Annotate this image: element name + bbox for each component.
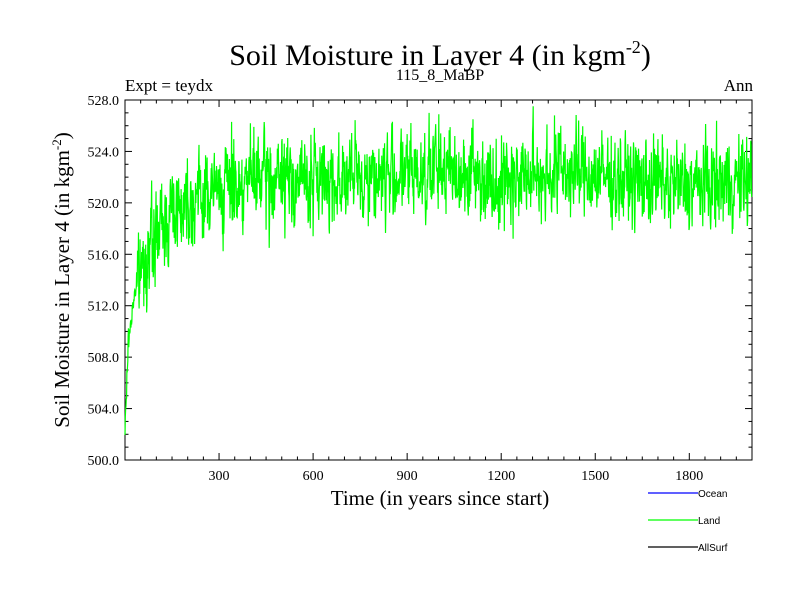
subtitle-left: Expt = teydx bbox=[125, 76, 213, 95]
y-axis-label-main: Soil Moisture in Layer 4 (in kgm bbox=[50, 150, 74, 428]
y-axis-label: Soil Moisture in Layer 4 (in kgm-2) bbox=[49, 132, 74, 427]
subtitle-right: Ann bbox=[724, 76, 754, 95]
legend-label-land: Land bbox=[698, 516, 720, 527]
y-tick-label: 520.0 bbox=[88, 197, 120, 212]
legend-label-ocean: Ocean bbox=[698, 489, 727, 500]
x-axis-label: Time (in years since start) bbox=[331, 486, 550, 510]
chart-title: Soil Moisture in Layer 4 (in kgm-2) bbox=[229, 37, 651, 72]
y-tick-label: 504.0 bbox=[88, 403, 120, 418]
x-tick-label: 900 bbox=[397, 469, 418, 484]
y-tick-label: 528.0 bbox=[88, 94, 120, 109]
chart-title-close: ) bbox=[641, 39, 651, 72]
y-tick-label: 508.0 bbox=[88, 351, 120, 366]
y-axis-label-close: ) bbox=[50, 132, 74, 139]
chart-title-sup: -2 bbox=[626, 37, 641, 57]
chart-title-main: Soil Moisture in Layer 4 (in kgm bbox=[229, 39, 626, 72]
series-line-land bbox=[124, 106, 753, 436]
x-tick-label: 300 bbox=[209, 469, 230, 484]
subtitle-center: 115_8_MaBP bbox=[396, 67, 484, 84]
series-group bbox=[124, 106, 753, 436]
y-tick-label: 524.0 bbox=[88, 145, 120, 160]
y-axis-label-sup: -2 bbox=[49, 139, 64, 150]
legend: Ocean Land AllSurf bbox=[648, 489, 728, 554]
x-tick-label: 1200 bbox=[487, 469, 515, 484]
y-tick-label: 512.0 bbox=[88, 300, 120, 315]
x-tick-label: 1500 bbox=[581, 469, 609, 484]
y-tick-label: 516.0 bbox=[88, 248, 120, 263]
legend-label-allsurf: AllSurf bbox=[698, 543, 728, 554]
axis-tick-labels: 500.0 504.0 508.0 512.0 516.0 520.0 524.0 528.0… bbox=[88, 94, 704, 484]
x-tick-label: 1800 bbox=[675, 469, 703, 484]
x-tick-label: 600 bbox=[303, 469, 324, 484]
y-tick-label: 500.0 bbox=[88, 454, 120, 469]
